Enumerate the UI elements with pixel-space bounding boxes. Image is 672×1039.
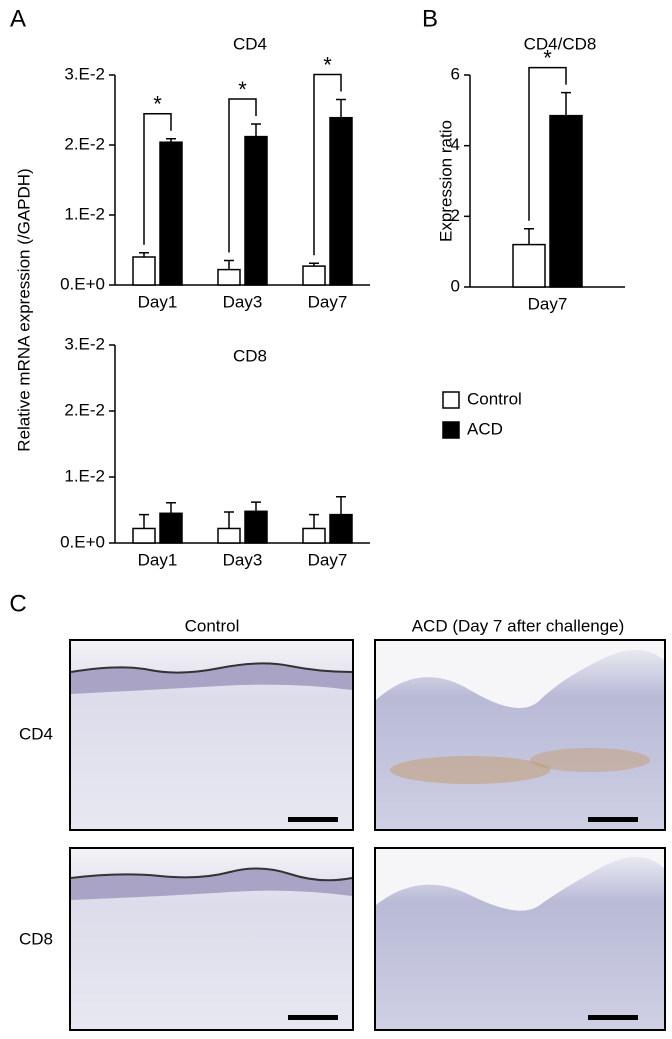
error-bar xyxy=(139,513,149,529)
error-bar xyxy=(336,496,346,515)
error-bar xyxy=(166,501,176,514)
micrograph-acd-cd8 xyxy=(374,847,666,1031)
x-tick-label: Day7 xyxy=(308,550,348,569)
legend-swatch xyxy=(442,391,460,409)
panel-label: C xyxy=(9,590,26,617)
bar xyxy=(302,265,326,286)
row-label: CD8 xyxy=(19,929,53,948)
legend-swatch xyxy=(442,421,460,439)
bar xyxy=(244,510,268,544)
significance-bracket xyxy=(228,98,257,253)
error-bar xyxy=(561,91,571,116)
x-tick-label: Day1 xyxy=(138,292,178,311)
significance-star: * xyxy=(323,52,332,77)
error-bar xyxy=(224,511,234,529)
significance-bracket xyxy=(313,73,342,256)
y-tick-label: 0.E+0 xyxy=(60,274,105,293)
bar xyxy=(302,527,326,544)
y-tick-label: 0.E+0 xyxy=(60,532,105,551)
chart-title: CD4 xyxy=(233,34,267,53)
significance-star: * xyxy=(153,92,162,117)
y-axis-label: Relative mRNA expression (/GAPDH) xyxy=(14,168,33,451)
bar xyxy=(132,256,156,286)
bar xyxy=(132,527,156,544)
bar xyxy=(159,141,183,286)
micrograph-control-cd4 xyxy=(69,639,354,831)
bar xyxy=(217,527,241,544)
x-tick-label: Day7 xyxy=(308,292,348,311)
error-bar xyxy=(166,137,176,143)
significance-star: * xyxy=(543,45,552,70)
micrograph-control-cd8 xyxy=(69,847,354,1031)
micrograph-acd-cd4 xyxy=(374,639,666,831)
column-header: ACD (Day 7 after challenge) xyxy=(412,616,625,635)
significance-star: * xyxy=(238,77,247,102)
legend-label: ACD xyxy=(467,419,503,438)
x-tick-label: Day1 xyxy=(138,550,178,569)
error-bar xyxy=(224,259,234,270)
y-tick-label: 3.E-2 xyxy=(64,64,105,83)
y-tick-label: 1.E-2 xyxy=(64,204,105,223)
error-bar xyxy=(309,513,319,529)
column-header: Control xyxy=(185,616,240,635)
y-tick-label: 2 xyxy=(451,206,460,225)
y-tick-label: 6 xyxy=(451,64,460,83)
error-bar xyxy=(336,98,346,118)
error-bar xyxy=(139,252,149,257)
row-label: CD4 xyxy=(19,724,53,743)
legend-label: Control xyxy=(467,389,522,408)
significance-bracket xyxy=(143,112,172,245)
chart-title: CD8 xyxy=(233,346,267,365)
error-bar xyxy=(251,123,261,137)
y-tick-label: 2.E-2 xyxy=(64,134,105,153)
error-bar xyxy=(251,501,261,512)
y-axis-label: Expression ratio xyxy=(436,120,455,242)
y-tick-label: 3.E-2 xyxy=(64,334,105,353)
y-tick-label: 4 xyxy=(451,135,460,154)
y-tick-label: 1.E-2 xyxy=(64,466,105,485)
bar xyxy=(217,268,241,286)
significance-bracket xyxy=(528,66,567,221)
panel-label: B xyxy=(422,5,438,32)
x-tick-label: Day7 xyxy=(528,294,568,313)
bar xyxy=(549,114,583,288)
error-bar xyxy=(524,227,534,245)
x-tick-label: Day3 xyxy=(223,292,263,311)
x-tick-label: Day3 xyxy=(223,550,263,569)
panel-label: A xyxy=(10,5,26,32)
bar xyxy=(244,135,268,286)
y-tick-label: 2.E-2 xyxy=(64,400,105,419)
bar xyxy=(159,512,183,544)
error-bar xyxy=(309,262,319,267)
bar xyxy=(329,116,353,286)
bar xyxy=(329,513,353,544)
chart-title: CD4/CD8 xyxy=(524,34,597,53)
bar xyxy=(512,243,546,288)
y-tick-label: 0 xyxy=(451,276,460,295)
